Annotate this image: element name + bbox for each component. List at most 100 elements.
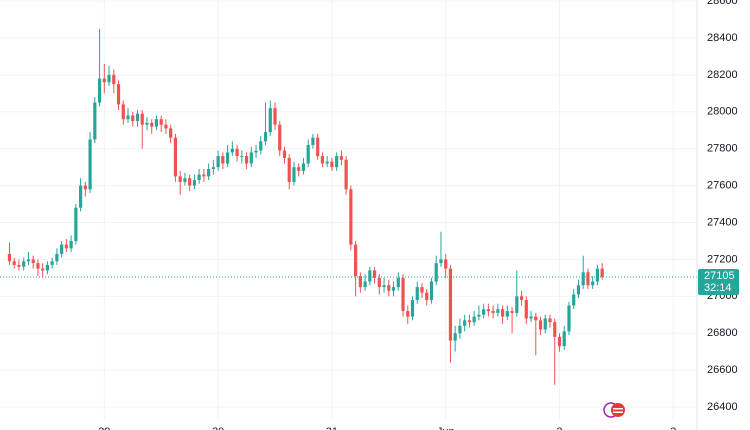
candle-body	[74, 207, 78, 241]
candle-body	[169, 128, 173, 138]
candle-body	[306, 145, 310, 164]
candle-body	[93, 102, 97, 140]
candle-body	[197, 174, 201, 181]
candle-body	[505, 311, 509, 317]
candle-body	[268, 108, 272, 133]
candle-body	[406, 311, 410, 317]
candle-body	[297, 167, 301, 171]
candle-body	[240, 156, 244, 158]
candle-body	[159, 119, 163, 125]
candle-body	[439, 259, 443, 264]
candle-body	[425, 292, 429, 301]
candle-body	[278, 124, 282, 151]
logo-stripe	[613, 411, 623, 413]
candle-body	[235, 148, 239, 157]
candle-body	[600, 268, 604, 277]
candle-body	[140, 113, 144, 125]
candle-body	[339, 156, 343, 160]
candle-body	[273, 108, 277, 125]
candle-body	[572, 294, 576, 306]
candle-body	[12, 261, 16, 265]
candle-body	[60, 244, 64, 254]
y-tick-label: 27600	[707, 180, 738, 192]
candle-body	[467, 320, 472, 323]
candle-body	[538, 320, 543, 330]
candle-body	[7, 253, 12, 262]
candle-body	[363, 281, 367, 288]
candle-body	[529, 316, 533, 319]
candle-body	[112, 74, 116, 85]
candle-body	[287, 157, 291, 182]
candle-body	[135, 113, 140, 122]
x-tick-label: 31	[326, 426, 338, 430]
price-axis: 2640026600268002700027200274002760027800…	[98, 0, 739, 430]
candle-body	[83, 185, 87, 190]
candle-body	[17, 264, 21, 267]
candle-body	[145, 122, 149, 125]
candle-body	[320, 156, 325, 164]
logo-stripe	[613, 408, 623, 410]
candle-body	[311, 137, 315, 146]
candle-body	[107, 74, 111, 83]
candle-body	[377, 277, 381, 288]
candle-body	[22, 261, 26, 267]
candle-body	[249, 152, 253, 164]
candle-body	[88, 139, 92, 190]
candle-body	[192, 180, 197, 186]
candle-body	[581, 272, 585, 286]
countdown-label: 32:14	[704, 282, 732, 294]
y-tick-label: 27800	[707, 143, 738, 155]
candle-body	[562, 331, 566, 347]
candle-body	[372, 270, 377, 278]
candle-body	[69, 240, 73, 249]
candle-body	[188, 178, 192, 186]
candle-body	[335, 156, 339, 168]
candle-body	[263, 132, 268, 142]
y-tick-label: 27200	[707, 253, 738, 265]
candle-body	[50, 261, 54, 265]
candle-body	[325, 161, 329, 164]
candle-body	[207, 169, 211, 177]
candle-body	[387, 285, 391, 291]
candle-body	[401, 277, 405, 312]
candle-body	[491, 311, 495, 313]
candle-body	[396, 277, 400, 288]
candle-body	[230, 148, 234, 153]
y-tick-label: 28400	[707, 32, 738, 44]
candle-body	[202, 174, 206, 177]
candle-body	[434, 263, 438, 282]
candle-body	[524, 300, 528, 319]
candle-body	[173, 137, 178, 177]
candle-body	[543, 318, 547, 330]
candle-body	[349, 189, 353, 245]
candle-body	[216, 156, 220, 168]
candle-body	[477, 314, 481, 317]
candle-body	[534, 316, 538, 321]
candle-body	[64, 244, 68, 249]
candle-body	[45, 264, 50, 271]
x-tick-label: 30	[212, 426, 224, 430]
candle-body	[121, 104, 125, 120]
candle-body	[415, 287, 419, 301]
candle-body	[116, 84, 121, 105]
x-tick-label: 29	[98, 426, 110, 430]
candle-body	[126, 115, 130, 120]
y-tick-label: 27400	[707, 216, 738, 228]
logo-icon	[603, 402, 625, 418]
candle-body	[567, 305, 571, 332]
candle-body	[382, 285, 386, 288]
candle-body	[259, 141, 263, 151]
logo-flag	[611, 403, 625, 417]
candle-body	[519, 296, 524, 301]
candle-body	[453, 333, 457, 341]
candle-body	[591, 281, 595, 286]
candle-body	[458, 325, 462, 334]
candle-body	[178, 176, 182, 182]
candle-body	[444, 259, 448, 269]
candle-body	[31, 259, 35, 264]
y-tick-label: 28000	[707, 106, 738, 118]
candle-body	[472, 316, 476, 323]
y-tick-label: 28200	[707, 69, 738, 81]
